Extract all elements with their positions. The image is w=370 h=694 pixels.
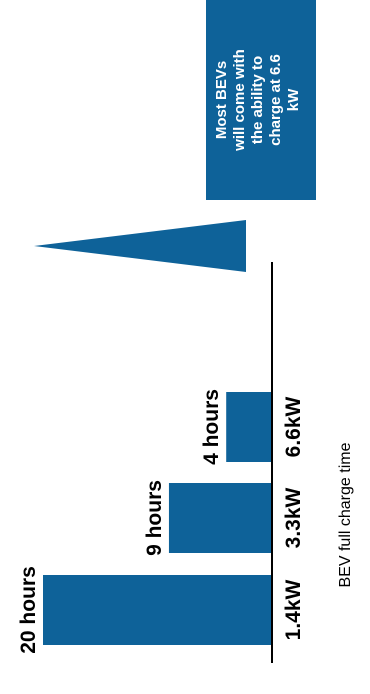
bar-3-3kw (168, 483, 272, 553)
category-labels-group: 1.4kW 3.3kW 6.6kW (282, 396, 305, 640)
value-label: 4 hours (200, 389, 223, 465)
callout-text: Most BEVs will come with the ability to cha… (213, 49, 302, 152)
value-label: 9 hours (143, 480, 166, 556)
bars-group (43, 392, 272, 645)
x-axis-label: BEV full charge time (337, 442, 354, 587)
callout-arrow-icon (34, 220, 246, 272)
value-labels-group: 20 hours 9 hours 4 hours (17, 389, 223, 654)
category-label: 6.6kW (282, 396, 305, 457)
callout-line: the ability to (249, 56, 266, 144)
callout: Most BEVs will come with the ability to cha… (206, 0, 316, 200)
bar-6-6kw (226, 392, 272, 462)
callout-box (206, 0, 316, 200)
category-label: 3.3kW (282, 487, 305, 548)
callout-line: will come with (231, 49, 248, 152)
callout-line: Most BEVs (213, 61, 230, 139)
bar-1-4kw (43, 575, 272, 645)
value-label: 20 hours (17, 566, 40, 654)
callout-line: charge at 6.6 (267, 54, 284, 146)
category-label: 1.4kW (282, 579, 305, 640)
callout-line: kW (285, 88, 302, 111)
